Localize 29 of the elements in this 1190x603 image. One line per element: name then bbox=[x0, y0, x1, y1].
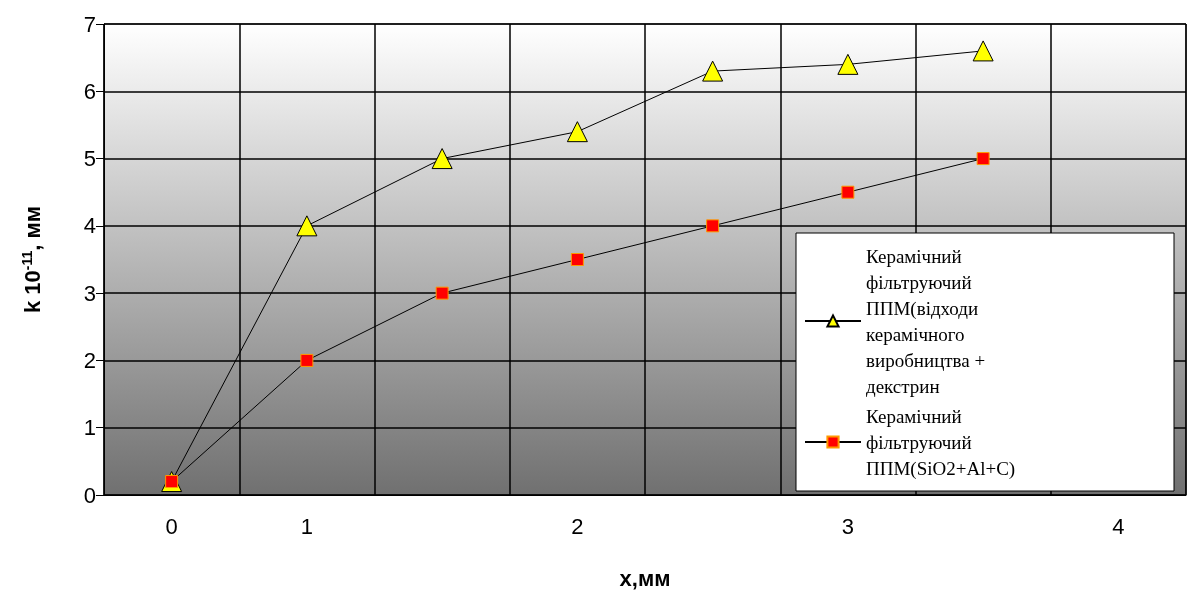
y-tick-label: 1 bbox=[83, 415, 96, 441]
y-tick-label: 5 bbox=[83, 146, 96, 172]
y-tick-label: 7 bbox=[83, 11, 96, 37]
x-tick-label: 3 bbox=[841, 513, 854, 539]
point bbox=[566, 121, 588, 143]
point bbox=[976, 152, 990, 166]
point bbox=[300, 353, 314, 367]
y-tick-label: 0 bbox=[83, 482, 96, 508]
point bbox=[706, 219, 720, 233]
x-tick-label: 2 bbox=[571, 513, 584, 539]
legend-label: Керамічний фільтруючий ППМ(відходи керамічного виробництва + декстрин bbox=[866, 245, 990, 397]
y-tick-label: 6 bbox=[83, 78, 96, 104]
point bbox=[972, 40, 994, 62]
x-tick-label: 0 bbox=[165, 513, 178, 539]
point bbox=[296, 215, 318, 237]
point bbox=[570, 253, 584, 266]
y-tick-label: 2 bbox=[83, 347, 96, 373]
x-tick-label: 1 bbox=[300, 513, 313, 539]
y-axis-title: k 10-11, мм bbox=[19, 205, 45, 314]
x-axis-title: x,мм bbox=[619, 565, 671, 591]
legend-label: Керамічний фільтруючий ППМ(SiO2+Al+C) bbox=[866, 405, 1016, 480]
point bbox=[702, 60, 724, 82]
point bbox=[435, 286, 449, 300]
y-tick-label: 3 bbox=[83, 280, 96, 306]
y-tick-label: 4 bbox=[83, 213, 96, 239]
x-tick-label: 4 bbox=[1112, 513, 1125, 539]
point bbox=[837, 53, 859, 75]
point bbox=[841, 185, 855, 199]
point bbox=[431, 148, 453, 170]
